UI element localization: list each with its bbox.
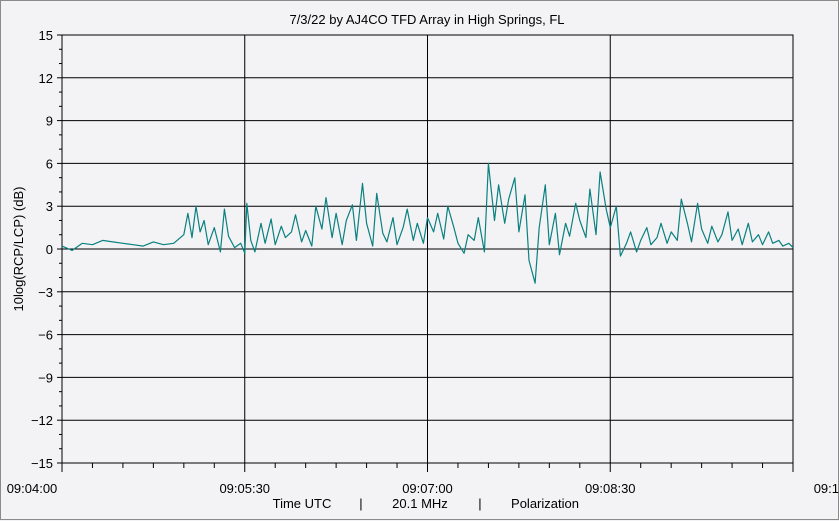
series-line bbox=[61, 162, 794, 284]
x-tick-label: 09:04:00 bbox=[7, 481, 58, 496]
measurement-label: Polarization bbox=[511, 496, 579, 511]
frequency-label: 20.1 MHz bbox=[392, 496, 448, 511]
x-tick-label: 09:10:00 bbox=[814, 481, 839, 496]
y-axis-label: 10log(RCP/LCP) (dB) bbox=[11, 187, 26, 312]
x-axis-label: Time UTC bbox=[273, 496, 332, 511]
y-tick-label: −15 bbox=[31, 456, 53, 471]
y-tick-label: 0 bbox=[46, 242, 53, 257]
y-tick-label: 9 bbox=[46, 114, 53, 129]
y-tick-label: 12 bbox=[39, 71, 53, 86]
y-tick-label: 15 bbox=[39, 28, 53, 43]
y-tick-label: −12 bbox=[31, 413, 53, 428]
y-tick-label: 3 bbox=[46, 199, 53, 214]
axis-ticks: 15 12 9 6 3 0 −3 −6 −9 −12 −15 09:04:00 09:05:30 09:0… bbox=[7, 28, 839, 496]
y-tick-label: 6 bbox=[46, 156, 53, 171]
x-tick-label: 09:08:30 bbox=[585, 481, 636, 496]
x-tick-label: 09:05:30 bbox=[219, 481, 270, 496]
x-tick-label: 09:07:00 bbox=[402, 481, 453, 496]
chart-title: 7/3/22 by AJ4CO TFD Array in High Spring… bbox=[289, 12, 564, 27]
footer-separator: | bbox=[478, 496, 481, 511]
footer-separator: | bbox=[359, 496, 362, 511]
y-tick-label: −9 bbox=[38, 370, 53, 385]
y-tick-label: −3 bbox=[38, 285, 53, 300]
series-layer bbox=[61, 162, 794, 284]
y-tick-label: −6 bbox=[38, 328, 53, 343]
